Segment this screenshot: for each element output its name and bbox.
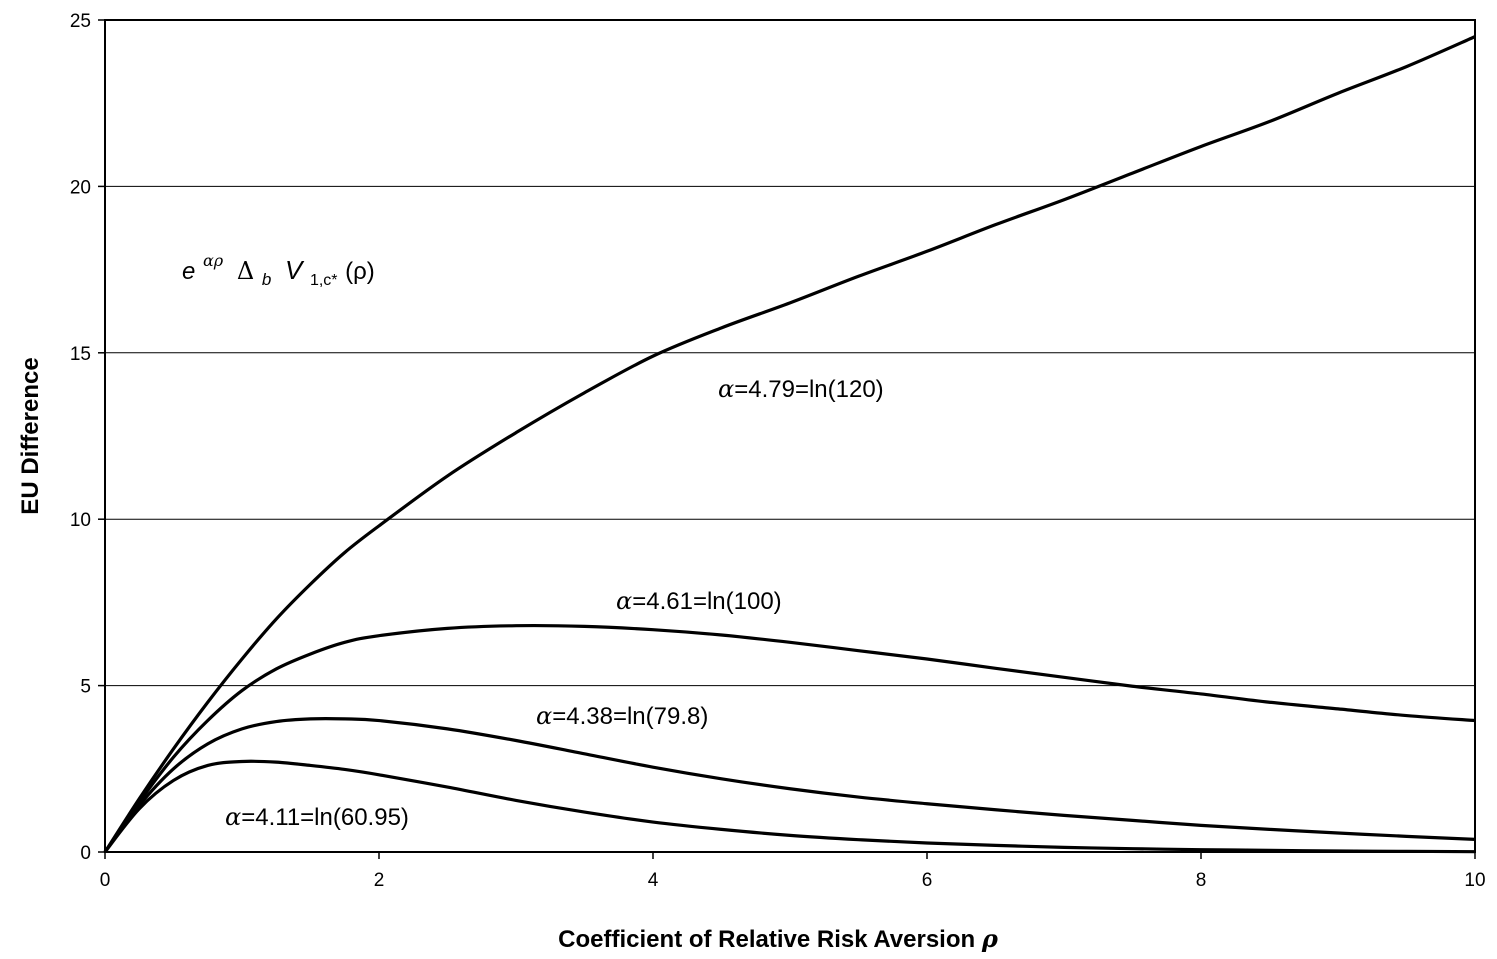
tick-labels: 0 5 10 15 20 25 0 2 4 6 8 10 [70, 11, 1486, 891]
x-tick-label: 2 [374, 870, 385, 891]
series-label-alpha-4-38: α=4.38=ln(79.8) [536, 702, 708, 730]
series-label-alpha-4-61: α=4.61=ln(100) [616, 587, 782, 615]
formula-label: e αρ Δ b V 1,c* (ρ) [182, 244, 375, 291]
plot-frame [104, 19, 1476, 853]
x-tick-label: 10 [1464, 870, 1485, 891]
x-tick-label: 6 [922, 870, 933, 891]
y-tick-label: 25 [70, 11, 91, 32]
series-line-2 [103, 717, 1476, 853]
y-tick-label: 5 [80, 677, 91, 698]
series-label-alpha-4-11: α=4.11=ln(60.95) [225, 803, 409, 831]
series-label-alpha-4-79: α=4.79=ln(120) [718, 375, 884, 403]
y-tick-label: 15 [70, 344, 91, 365]
series-line-3 [103, 759, 1476, 854]
x-tick-label: 4 [648, 870, 659, 891]
series-line-0 [103, 35, 1476, 853]
x-tick-label: 8 [1196, 870, 1207, 891]
series-lines [103, 35, 1476, 854]
x-tick-label: 0 [100, 870, 111, 891]
x-axis-title: Coefficient of Relative Risk Aversion ρ [558, 924, 999, 953]
y-tick-label: 10 [70, 510, 91, 531]
series-line-1 [103, 623, 1476, 853]
y-axis-title: EU Difference [17, 357, 44, 514]
grid-lines [105, 185, 1475, 687]
axis-ticks [98, 19, 1476, 859]
y-tick-label: 20 [70, 177, 91, 198]
y-tick-label: 0 [80, 843, 91, 864]
